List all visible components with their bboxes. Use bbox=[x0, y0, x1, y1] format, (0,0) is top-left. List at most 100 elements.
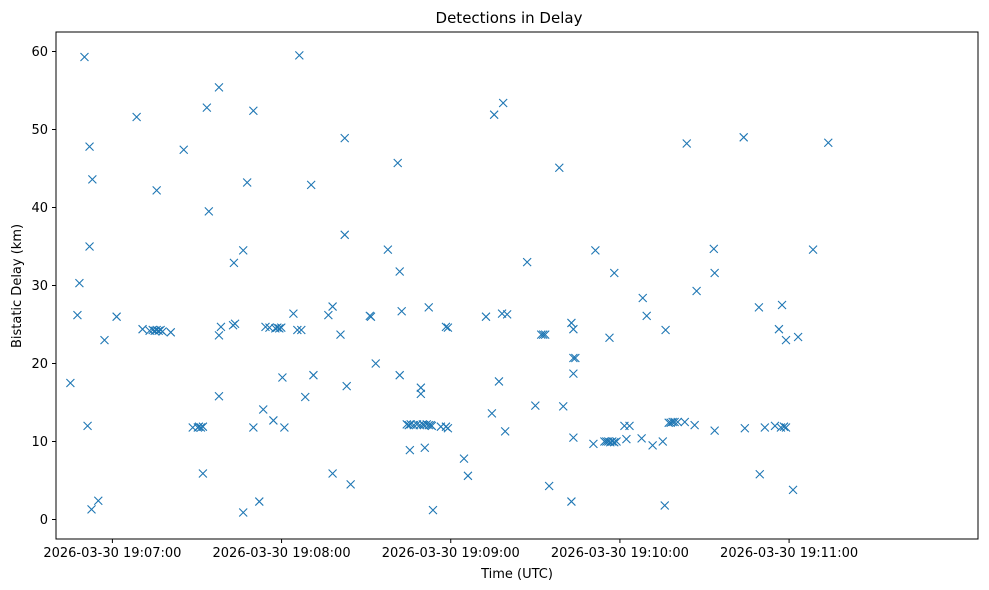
data-point bbox=[196, 423, 206, 432]
data-point bbox=[292, 325, 302, 335]
data-point bbox=[740, 423, 750, 433]
data-point bbox=[569, 324, 578, 334]
data-point bbox=[673, 417, 683, 427]
data-point bbox=[242, 178, 252, 187]
y-tick-label: 0 bbox=[40, 513, 48, 528]
data-point bbox=[781, 423, 791, 432]
data-point bbox=[395, 370, 405, 380]
data-point bbox=[395, 267, 405, 276]
data-point bbox=[428, 505, 438, 515]
data-point bbox=[85, 242, 94, 251]
data-point bbox=[152, 325, 162, 335]
data-point bbox=[306, 180, 316, 190]
data-point bbox=[774, 324, 784, 334]
data-point bbox=[340, 230, 350, 240]
data-point bbox=[660, 501, 670, 510]
data-point bbox=[709, 244, 719, 254]
data-point bbox=[569, 433, 578, 442]
data-point bbox=[788, 485, 798, 495]
data-point bbox=[112, 312, 122, 322]
data-point bbox=[536, 330, 546, 340]
data-point bbox=[406, 419, 416, 429]
data-point bbox=[498, 98, 508, 108]
data-point bbox=[204, 207, 214, 216]
data-point bbox=[214, 82, 224, 92]
data-point bbox=[328, 302, 337, 311]
data-point bbox=[424, 420, 434, 430]
data-point bbox=[570, 353, 580, 363]
data-point bbox=[328, 469, 337, 478]
data-point bbox=[405, 445, 415, 455]
y-tick-label: 20 bbox=[31, 357, 48, 372]
data-point bbox=[238, 508, 248, 517]
data-point bbox=[481, 312, 491, 322]
data-point bbox=[670, 417, 680, 427]
data-point bbox=[279, 423, 289, 432]
chart-title: Detections in Delay bbox=[436, 9, 583, 27]
data-point bbox=[658, 437, 668, 446]
data-point bbox=[661, 325, 670, 335]
data-point bbox=[254, 497, 264, 506]
data-point bbox=[530, 401, 540, 411]
data-point bbox=[443, 323, 453, 333]
data-point bbox=[269, 416, 278, 425]
data-point bbox=[710, 268, 720, 278]
data-point bbox=[642, 311, 652, 321]
data-point bbox=[538, 330, 548, 340]
data-point bbox=[393, 158, 403, 168]
data-point bbox=[781, 335, 791, 345]
data-point bbox=[371, 359, 381, 368]
data-point bbox=[648, 441, 658, 450]
data-point bbox=[158, 327, 167, 336]
data-point bbox=[489, 110, 499, 120]
data-point bbox=[607, 437, 617, 446]
data-point bbox=[682, 139, 692, 148]
data-point bbox=[760, 423, 770, 432]
y-tick-label: 10 bbox=[31, 435, 48, 450]
x-tick-label: 2026-03-30 19:09:00 bbox=[382, 546, 520, 561]
data-point bbox=[258, 405, 268, 414]
data-point bbox=[346, 480, 356, 489]
data-point bbox=[590, 246, 600, 255]
data-point bbox=[793, 332, 803, 342]
data-point bbox=[710, 426, 720, 435]
data-point bbox=[214, 391, 224, 401]
data-point bbox=[569, 369, 578, 379]
data-point bbox=[75, 278, 84, 288]
data-point bbox=[755, 469, 765, 479]
data-point bbox=[309, 370, 318, 380]
y-tick-label: 30 bbox=[31, 279, 48, 294]
data-point bbox=[415, 420, 425, 430]
data-point bbox=[198, 422, 208, 432]
data-point bbox=[558, 402, 568, 411]
y-tick-label: 40 bbox=[31, 201, 48, 216]
data-point bbox=[463, 471, 473, 481]
data-point bbox=[823, 138, 833, 148]
x-tick-label: 2026-03-30 19:10:00 bbox=[551, 546, 689, 561]
data-point bbox=[198, 469, 208, 478]
y-tick-label: 50 bbox=[31, 123, 48, 138]
data-point bbox=[248, 423, 258, 432]
data-point bbox=[692, 286, 701, 296]
data-point bbox=[402, 419, 412, 429]
data-point bbox=[138, 324, 147, 334]
data-point bbox=[625, 421, 634, 431]
data-point bbox=[248, 106, 258, 116]
data-point bbox=[622, 434, 631, 444]
data-point bbox=[502, 309, 512, 319]
data-point bbox=[609, 437, 619, 447]
plot-area bbox=[55, 31, 979, 540]
data-point bbox=[179, 145, 189, 155]
data-point bbox=[274, 324, 284, 333]
data-point bbox=[569, 353, 578, 363]
data-point bbox=[605, 333, 614, 343]
data-point bbox=[459, 454, 469, 464]
data-point bbox=[73, 310, 82, 320]
data-point bbox=[272, 323, 282, 333]
data-point bbox=[522, 257, 532, 267]
data-point bbox=[296, 325, 306, 335]
scatter-series bbox=[65, 51, 833, 517]
data-point bbox=[770, 421, 780, 431]
x-axis-label: Time (UTC) bbox=[480, 567, 553, 582]
